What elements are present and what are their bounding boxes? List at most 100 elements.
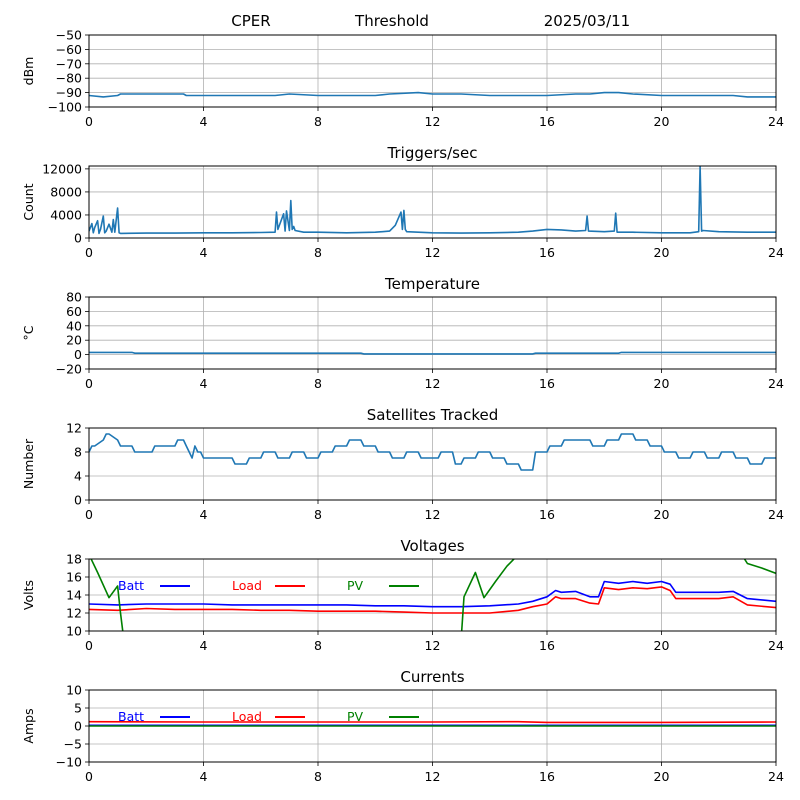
y-tick-label: −10 [56, 755, 82, 770]
x-tick-label: 20 [654, 114, 670, 129]
x-tick-label: 0 [85, 769, 93, 784]
series-line-triggers [89, 166, 776, 235]
y-tick-label: 14 [66, 588, 82, 603]
y-tick-label: 0 [74, 231, 82, 246]
x-tick-label: 8 [314, 376, 322, 391]
y-tick-label: 60 [66, 304, 82, 319]
panel-voltages: 0 4 8 12 16 20 24 10 12 14 16 18 Voltages Volts Batt Lo… [21, 537, 784, 653]
x-tick-label: 12 [425, 638, 441, 653]
y-tick-label: 40 [66, 318, 82, 333]
x-tick-label: 20 [654, 376, 670, 391]
axes-frame [88, 165, 777, 239]
panel-satellites: 0 4 8 12 16 20 24 0 4 8 12 Satellites Tracked Number [21, 406, 784, 522]
legend-label-pv: PV [347, 709, 364, 724]
y-tick-label: −100 [48, 100, 82, 115]
panel-currents: 0 4 8 12 16 20 24 −10 −5 0 5 10 Currents Amps Batt Load… [21, 668, 784, 784]
y-tick-label: 0 [74, 493, 82, 508]
x-tick-label: 4 [200, 638, 208, 653]
y-tick-label: 18 [66, 552, 82, 567]
x-tick-label: 24 [768, 114, 784, 129]
y-tick-label: 8000 [50, 184, 82, 199]
legend-label-batt: Batt [118, 578, 144, 593]
y-tick-label: 16 [66, 570, 82, 585]
x-tick-label: 8 [314, 245, 322, 260]
x-tick-label: 20 [654, 507, 670, 522]
y-tick-label: 12000 [42, 161, 82, 176]
x-tick-label: 0 [85, 245, 93, 260]
x-tick-label: 16 [539, 769, 555, 784]
axes-frame [88, 34, 777, 108]
y-tick-label: 4000 [50, 207, 82, 222]
x-tick-label: 12 [425, 507, 441, 522]
y-tick-label: −20 [56, 362, 82, 377]
x-tick-label: 4 [200, 376, 208, 391]
x-tick-label: 24 [768, 376, 784, 391]
y-tick-label: 0 [74, 719, 82, 734]
x-tick-label: 24 [768, 507, 784, 522]
x-tick-label: 0 [85, 638, 93, 653]
y-tick-label: 10 [66, 624, 82, 639]
x-tick-label: 16 [539, 507, 555, 522]
panel-noise: 0 4 8 12 16 20 24 −100−90−80−70−60−50 dBm [21, 28, 784, 130]
x-tick-label: 16 [539, 376, 555, 391]
y-tick-label: −50 [56, 28, 82, 43]
x-tick-label: 4 [200, 245, 208, 260]
x-tick-label: 8 [314, 507, 322, 522]
date-title: 2025/03/11 [544, 12, 630, 30]
y-tick-label: 80 [66, 290, 82, 305]
y-tick-label: 20 [66, 333, 82, 348]
x-tick-label: 4 [200, 769, 208, 784]
series-line-noise [89, 91, 776, 98]
panel-title: Voltages [400, 537, 464, 555]
header: CPER Threshold 2025/03/11 [231, 12, 630, 30]
x-tick-label: 4 [200, 507, 208, 522]
x-tick-label: 20 [654, 245, 670, 260]
x-tick-label: 4 [200, 114, 208, 129]
y-tick-label: −5 [64, 737, 82, 752]
series-line-satellites [89, 433, 776, 471]
y-axis-label: Volts [21, 580, 36, 610]
panel-title: Currents [400, 668, 464, 686]
legend-label-batt: Batt [118, 709, 144, 724]
x-tick-label: 24 [768, 245, 784, 260]
x-tick-label: 8 [314, 638, 322, 653]
x-tick-label: 12 [425, 376, 441, 391]
axes-frame [88, 296, 777, 370]
panel-title: Satellites Tracked [367, 406, 498, 424]
series-line-load [89, 586, 776, 614]
y-tick-label: 10 [66, 683, 82, 698]
y-axis-label: dBm [21, 57, 36, 86]
panel-triggers: 0 4 8 12 16 20 24 0 4000 8000 12000 Triggers/sec Cou… [21, 144, 784, 260]
y-tick-label: −90 [56, 85, 82, 100]
series-line-temperature [89, 351, 776, 355]
x-tick-label: 12 [425, 114, 441, 129]
series-line-batt [89, 580, 776, 608]
y-tick-label: 8 [74, 445, 82, 460]
station-title: CPER [231, 12, 270, 30]
y-tick-label: 0 [74, 347, 82, 362]
axes-frame [88, 689, 777, 763]
x-tick-label: 20 [654, 638, 670, 653]
y-axis-label: Amps [21, 708, 36, 743]
panel-title: Triggers/sec [387, 144, 478, 162]
series-line-pv [90, 559, 776, 631]
x-tick-label: 20 [654, 769, 670, 784]
x-tick-label: 0 [85, 507, 93, 522]
y-tick-label: 4 [74, 469, 82, 484]
axes-frame [88, 427, 777, 501]
y-tick-label: −70 [56, 56, 82, 71]
x-tick-label: 24 [768, 769, 784, 784]
series-line-load [89, 720, 776, 724]
x-tick-label: 16 [539, 638, 555, 653]
x-tick-label: 0 [85, 114, 93, 129]
legend-label-load: Load [232, 578, 262, 593]
y-tick-label: 5 [74, 701, 82, 716]
x-tick-label: 0 [85, 376, 93, 391]
x-tick-label: 16 [539, 245, 555, 260]
x-tick-label: 8 [314, 114, 322, 129]
panel-title: Temperature [384, 275, 480, 293]
y-tick-label: 12 [66, 421, 82, 436]
y-axis-label: Number [21, 438, 36, 489]
